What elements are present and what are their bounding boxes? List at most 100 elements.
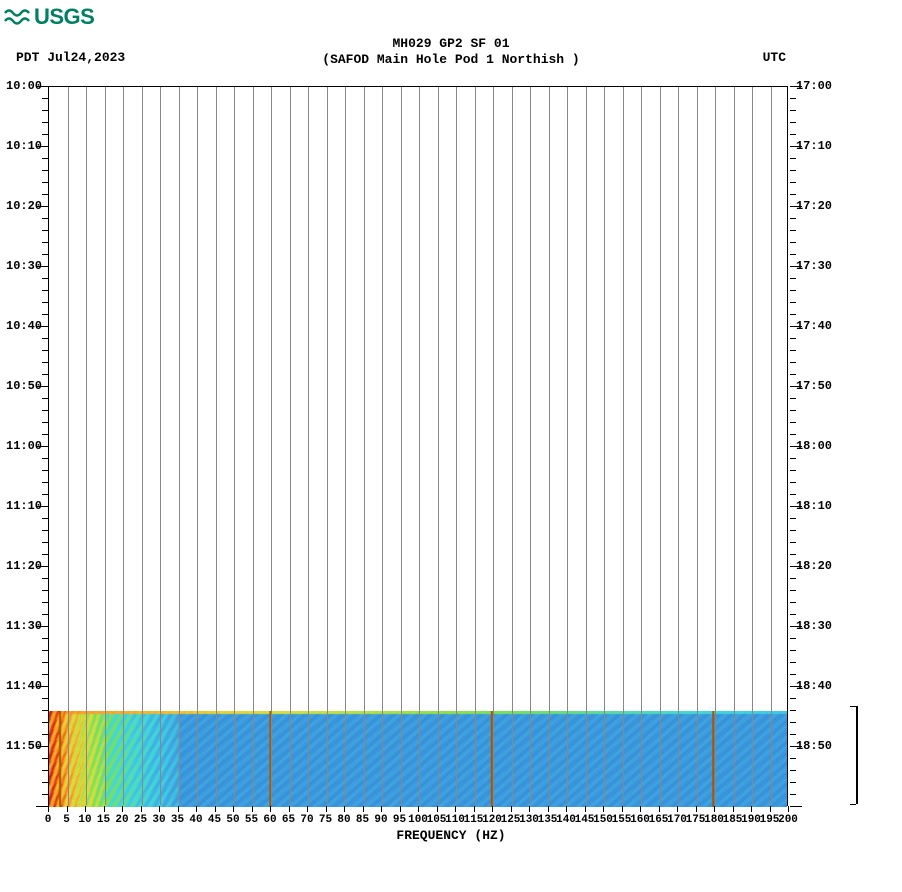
y-tick	[42, 710, 48, 711]
gridline	[697, 87, 698, 805]
gridline	[401, 87, 402, 805]
gridline	[216, 87, 217, 805]
x-tick	[215, 806, 216, 812]
y-tick	[790, 518, 796, 519]
gridline	[752, 87, 753, 805]
gridline	[660, 87, 661, 805]
x-tick	[381, 806, 382, 812]
y-tick	[42, 254, 48, 255]
y-tick	[790, 482, 796, 483]
y-tick	[42, 110, 48, 111]
x-tick-label: 30	[152, 814, 165, 826]
y-right-label: 18:30	[796, 619, 832, 633]
y-tick	[42, 422, 48, 423]
y-tick	[790, 614, 796, 615]
y-right-label: 18:10	[796, 499, 832, 513]
gridline	[493, 87, 494, 805]
x-tick-label: 190	[741, 814, 761, 826]
y-tick	[790, 182, 796, 183]
colorbar-tick	[850, 804, 856, 805]
x-tick-label: 25	[134, 814, 147, 826]
y-right-label: 17:50	[796, 379, 832, 393]
spectrogram-plot	[48, 86, 788, 806]
x-tick	[529, 806, 530, 812]
x-tick	[659, 806, 660, 812]
header-right: UTC	[763, 50, 786, 65]
x-tick	[455, 806, 456, 812]
x-tick-label: 135	[538, 814, 558, 826]
gridline	[197, 87, 198, 805]
y-tick	[790, 590, 796, 591]
y-tick	[42, 518, 48, 519]
x-tick	[511, 806, 512, 812]
y-left-label: 10:20	[6, 199, 42, 213]
gridline	[438, 87, 439, 805]
y-tick	[790, 350, 796, 351]
header-left: PDT Jul24,2023	[16, 50, 125, 65]
y-tick	[790, 638, 796, 639]
x-tick	[85, 806, 86, 812]
x-tick	[363, 806, 364, 812]
x-tick	[714, 806, 715, 812]
gridline	[234, 87, 235, 805]
y-tick	[42, 410, 48, 411]
y-tick	[790, 242, 796, 243]
y-tick	[42, 650, 48, 651]
x-tick	[233, 806, 234, 812]
gridline	[512, 87, 513, 805]
x-tick-label: 55	[245, 814, 258, 826]
x-axis-label: FREQUENCY (HZ)	[0, 828, 902, 843]
x-tick	[696, 806, 697, 812]
y-tick	[790, 434, 796, 435]
y-tick	[42, 662, 48, 663]
x-tick-label: 20	[115, 814, 128, 826]
gridline	[715, 87, 716, 805]
y-tick	[42, 242, 48, 243]
y-tick	[790, 218, 796, 219]
y-tick	[790, 650, 796, 651]
gridline	[123, 87, 124, 805]
y-tick	[42, 218, 48, 219]
y-tick	[790, 494, 796, 495]
gridline	[160, 87, 161, 805]
y-tick	[790, 662, 796, 663]
x-tick	[770, 806, 771, 812]
gridline	[475, 87, 476, 805]
y-tick	[790, 278, 796, 279]
y-tick	[42, 398, 48, 399]
y-tick	[790, 314, 796, 315]
y-tick	[42, 470, 48, 471]
x-tick-label: 75	[319, 814, 332, 826]
y-right-label: 17:10	[796, 139, 832, 153]
x-tick-label: 120	[482, 814, 502, 826]
x-tick-label: 0	[45, 814, 52, 826]
y-left-label: 11:10	[6, 499, 42, 513]
y-tick	[790, 698, 796, 699]
gridline	[604, 87, 605, 805]
y-tick	[42, 458, 48, 459]
y-tick	[790, 398, 796, 399]
y-tick	[790, 302, 796, 303]
x-tick	[733, 806, 734, 812]
y-tick	[790, 134, 796, 135]
y-tick	[42, 494, 48, 495]
x-tick-label: 60	[263, 814, 276, 826]
x-tick	[326, 806, 327, 812]
x-tick-label: 110	[445, 814, 465, 826]
y-tick	[42, 590, 48, 591]
y-tick	[42, 530, 48, 531]
x-tick	[178, 806, 179, 812]
y-tick	[42, 230, 48, 231]
gridline	[530, 87, 531, 805]
x-tick-label: 185	[723, 814, 743, 826]
y-left-label: 11:00	[6, 439, 42, 453]
y-tick	[790, 230, 796, 231]
y-tick	[42, 602, 48, 603]
y-tick	[790, 554, 796, 555]
x-tick-label: 80	[337, 814, 350, 826]
x-tick	[196, 806, 197, 812]
gridline	[327, 87, 328, 805]
x-tick-label: 40	[189, 814, 202, 826]
y-tick	[790, 710, 796, 711]
x-tick-label: 165	[649, 814, 669, 826]
